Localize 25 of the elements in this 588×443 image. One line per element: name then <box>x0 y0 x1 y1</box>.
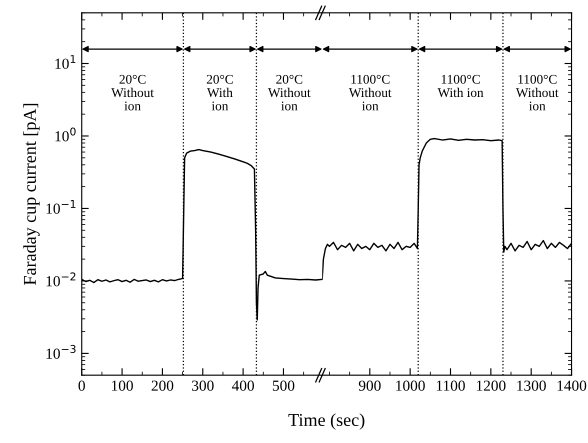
x-tick-label: 1300 <box>517 380 546 391</box>
x-tick-label: 300 <box>192 380 214 391</box>
y-tick-label: 10$^{−3}$ <box>46 344 76 359</box>
annotation: 1100°C Without ion <box>348 74 392 110</box>
annotation: 1100°C Without ion <box>516 74 559 110</box>
x-tick-label: 1000 <box>396 380 425 391</box>
annotation: 20°C Without ion <box>268 74 311 110</box>
y-tick-label: 10$^{0}$ <box>55 127 76 142</box>
y-axis-title: Faraday cup current [pA] <box>23 104 40 286</box>
x-tick-label: 400 <box>232 380 254 391</box>
annotation: 20°C Without ion <box>111 74 154 110</box>
x-tick-label: 1400 <box>558 380 586 391</box>
x-tick-label: 0 <box>78 380 85 391</box>
annotation: 1100°C With ion <box>438 74 484 98</box>
x-tick-label: 500 <box>272 380 294 391</box>
y-tick-label: 10$^{−2}$ <box>46 272 76 286</box>
y-tick-label: 10$^{−1}$ <box>46 200 76 214</box>
x-axis-title: Time (sec) <box>288 413 364 430</box>
x-tick-label: 1100 <box>436 380 465 391</box>
annotation: 20°C With ion <box>206 74 233 110</box>
x-tick-label: 900 <box>358 380 381 391</box>
y-tick-label: 10$^{1}$ <box>55 55 76 69</box>
x-tick-label: 100 <box>112 380 133 391</box>
x-tick-label: 200 <box>152 380 174 391</box>
x-tick-label: 1200 <box>476 380 506 391</box>
